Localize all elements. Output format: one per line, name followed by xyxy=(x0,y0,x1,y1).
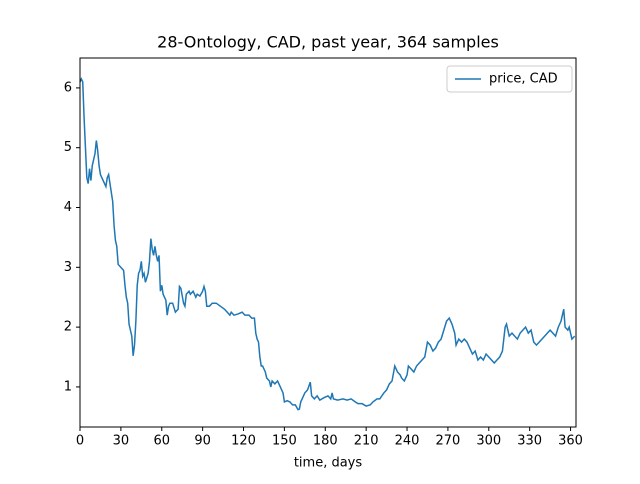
y-tick-label: 4 xyxy=(64,200,72,215)
legend-box xyxy=(446,65,573,93)
plot-frame xyxy=(79,57,577,428)
price-line xyxy=(79,77,576,411)
y-tick-label: 1 xyxy=(64,379,72,394)
x-tick-label: 120 xyxy=(231,434,256,449)
x-tick-label: 60 xyxy=(153,434,170,449)
y-tick-label: 2 xyxy=(64,320,72,335)
x-tick-label: 270 xyxy=(435,434,460,449)
legend-label: price, CAD xyxy=(489,72,558,87)
x-tick-label: 360 xyxy=(558,434,583,449)
x-tick-label: 210 xyxy=(354,434,379,449)
x-tick-label: 300 xyxy=(476,434,501,449)
y-tick-label: 6 xyxy=(64,80,72,95)
x-tick-label: 150 xyxy=(272,434,297,449)
x-tick-label: 90 xyxy=(194,434,211,449)
x-axis-label: time, days xyxy=(294,456,363,471)
y-tick-label: 3 xyxy=(64,260,72,275)
chart-title: 28-Ontology, CAD, past year, 364 samples xyxy=(157,33,499,52)
x-tick-label: 330 xyxy=(517,434,542,449)
x-tick-label: 0 xyxy=(76,434,84,449)
x-tick-label: 240 xyxy=(395,434,420,449)
y-tick-label: 5 xyxy=(64,140,72,155)
x-tick-label: 180 xyxy=(313,434,338,449)
x-tick-label: 30 xyxy=(113,434,130,449)
